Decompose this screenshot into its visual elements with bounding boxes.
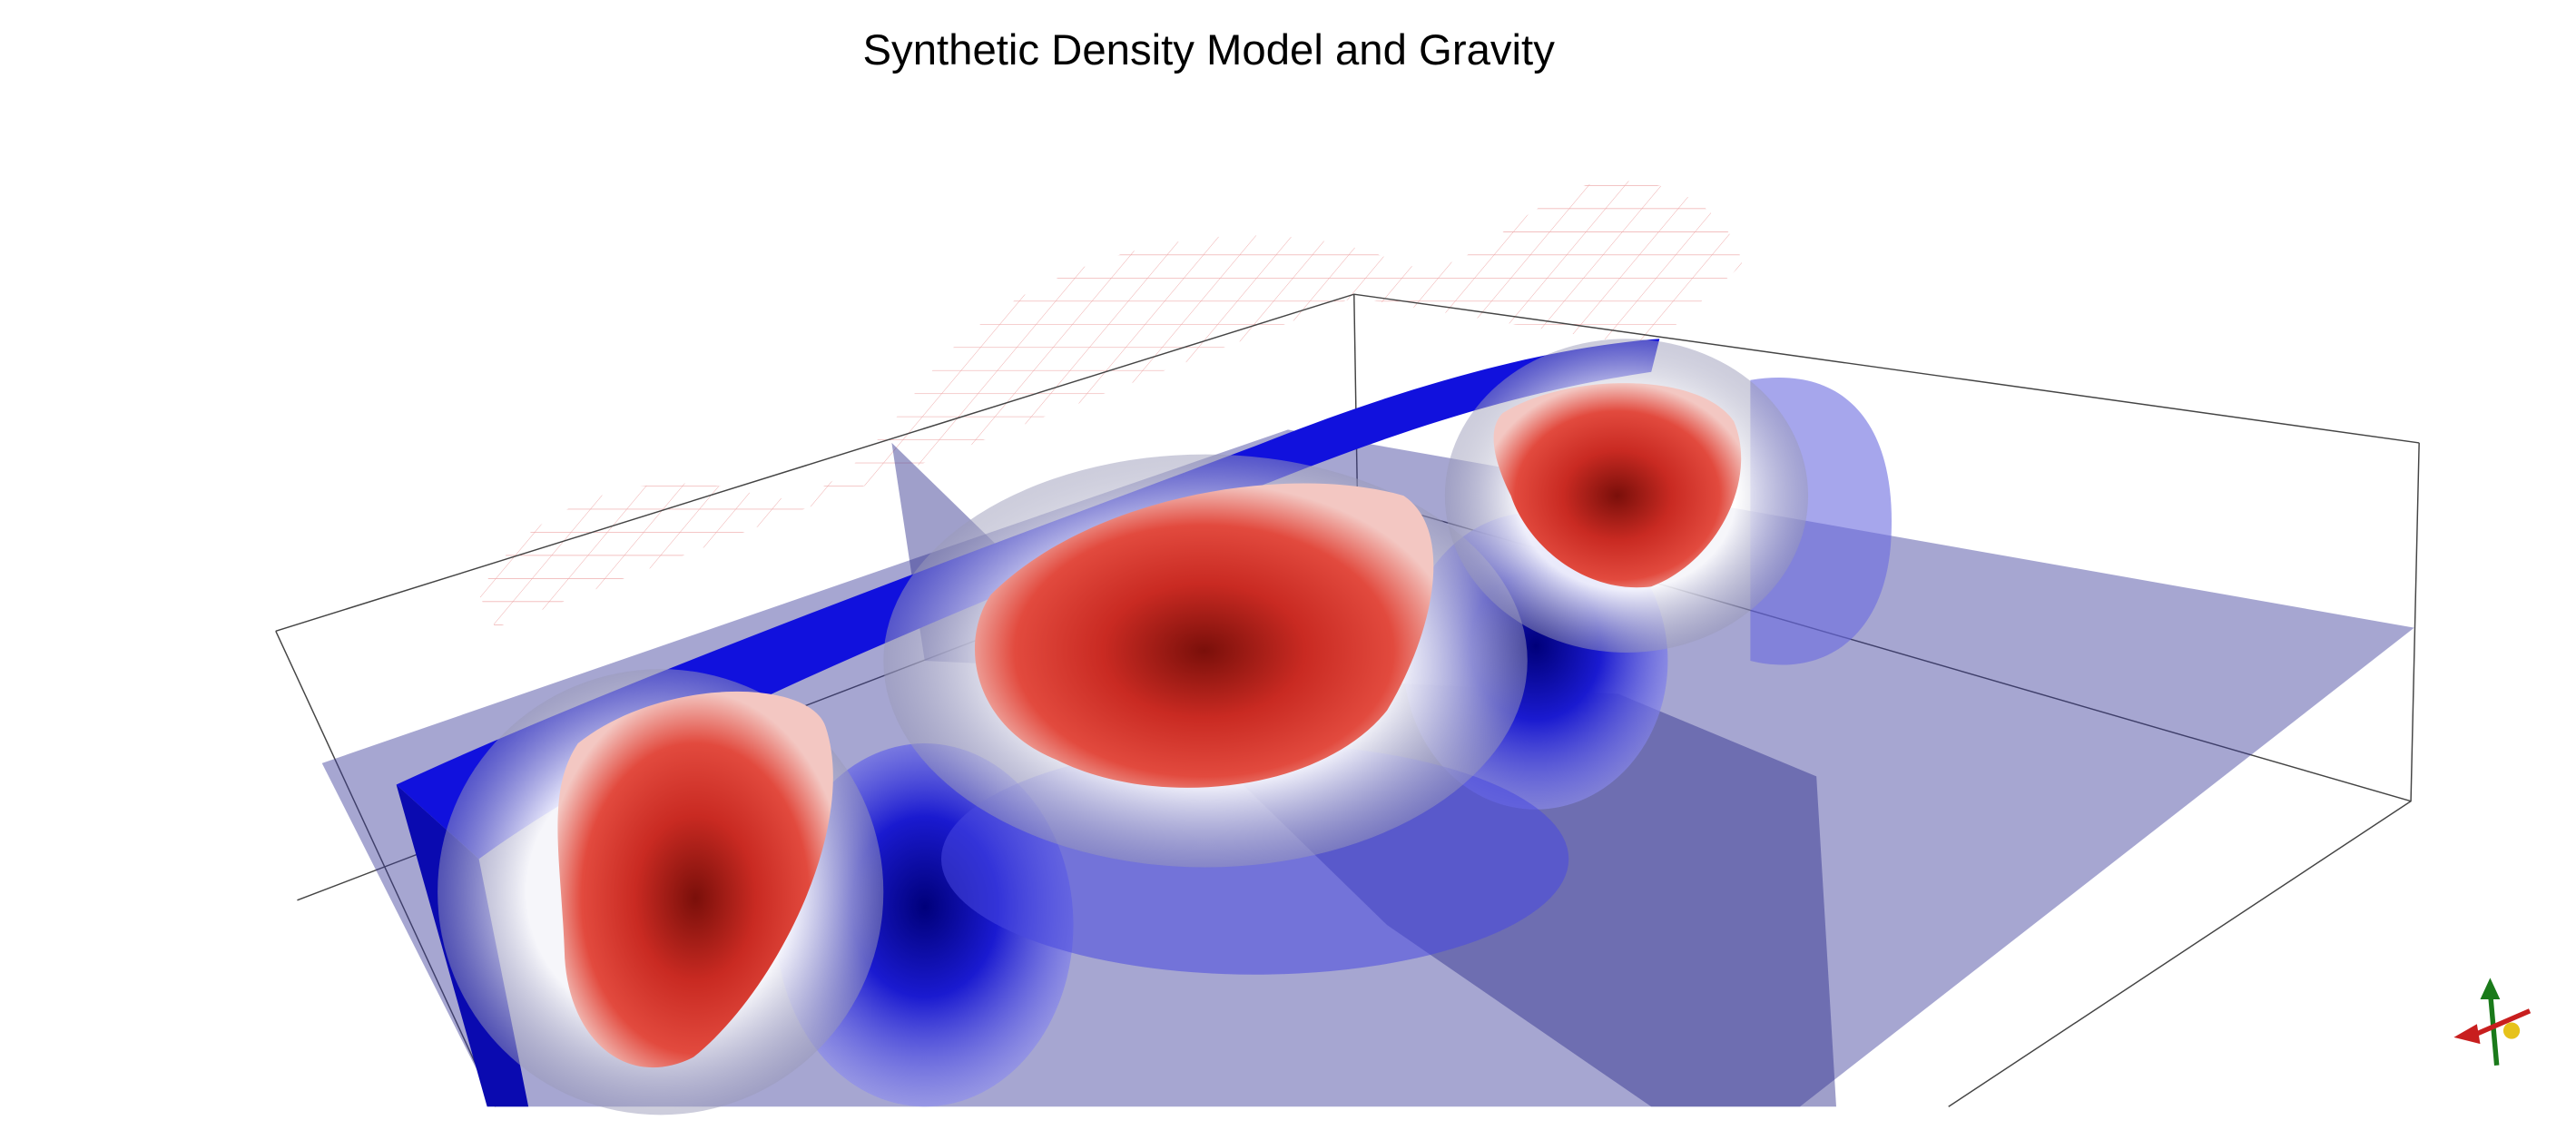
positive-density-body [557,691,833,1068]
axis-z [2502,1022,2521,1039]
positive-density-body [1493,383,1742,588]
orientation-axes [2453,978,2532,1066]
axis-x [2467,1008,2532,1040]
axis-x-head [2453,1024,2481,1045]
box-edge [1353,294,1359,496]
title: Synthetic Density Model and Gravity [863,26,1556,74]
gravity-mesh [478,181,1743,628]
axis-y-head [2480,978,2501,999]
positive-density-body [974,483,1434,788]
box-edge [275,631,497,1107]
